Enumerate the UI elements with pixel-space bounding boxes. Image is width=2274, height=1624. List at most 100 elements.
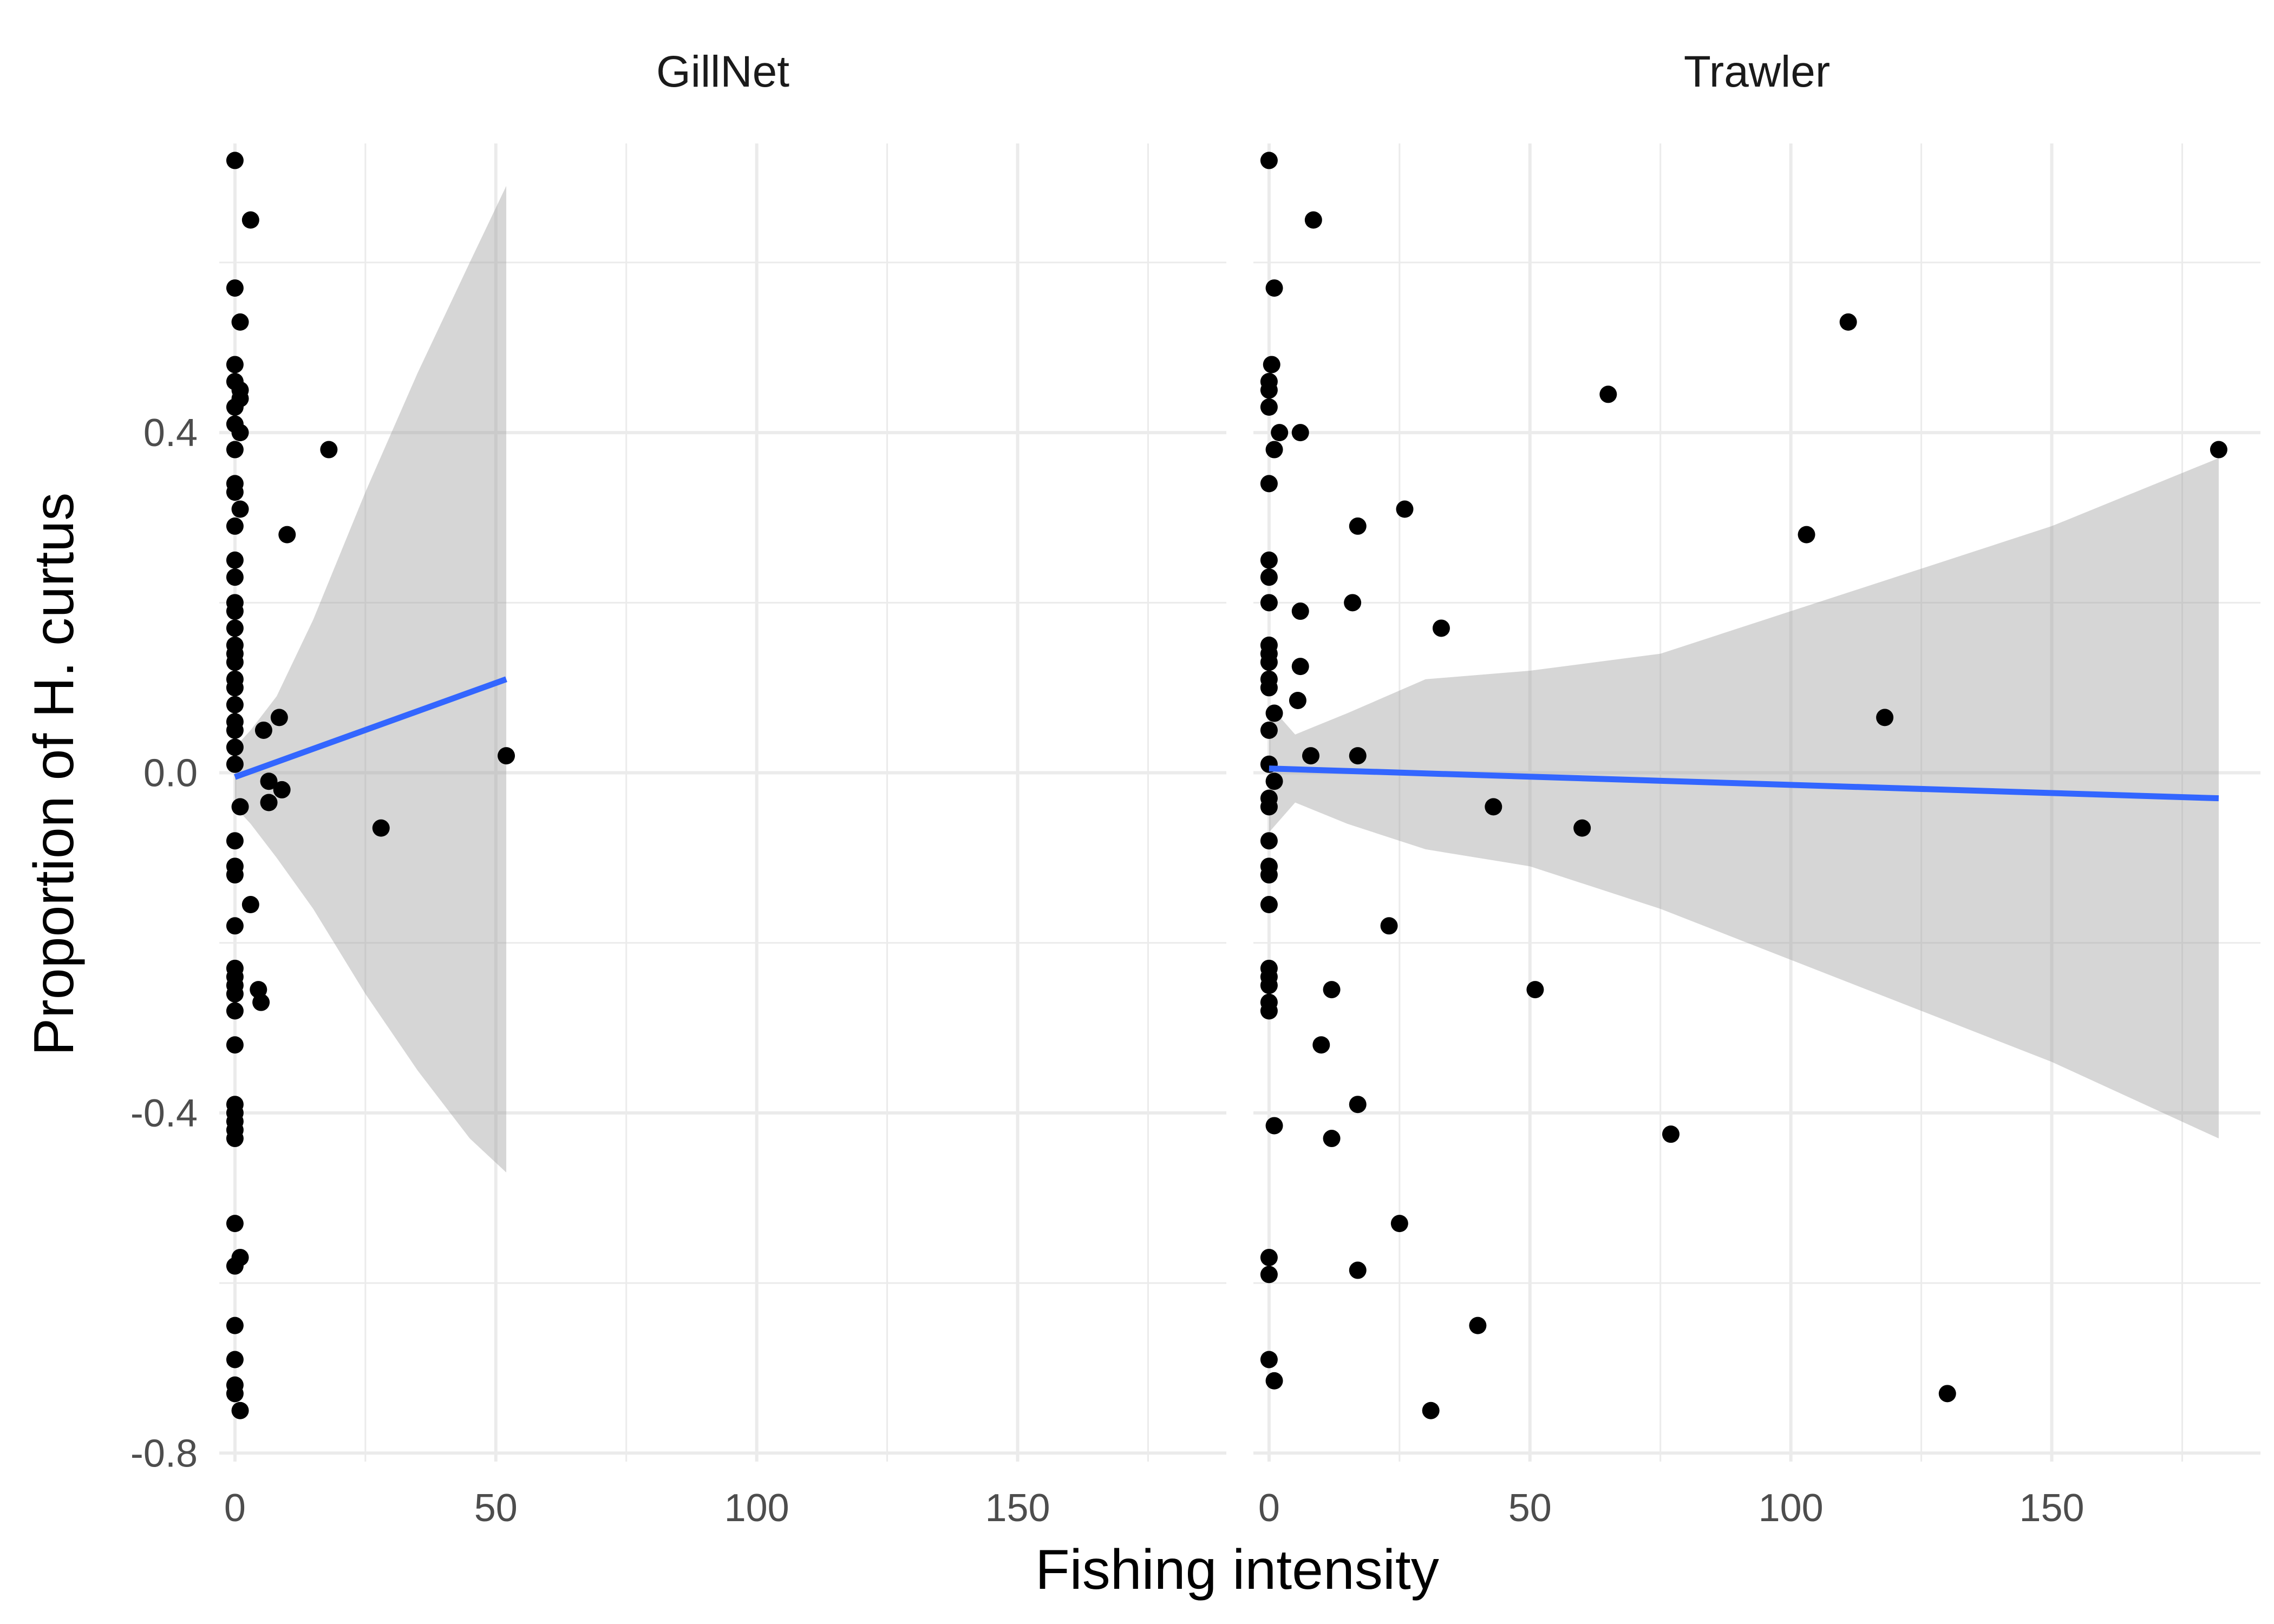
data-point — [2210, 441, 2227, 459]
data-point — [231, 1248, 249, 1266]
data-point — [226, 551, 244, 569]
data-point — [226, 1215, 244, 1233]
data-point — [270, 709, 288, 726]
data-point — [1291, 658, 1309, 676]
data-point — [226, 679, 244, 697]
data-point — [231, 798, 249, 816]
data-point — [1265, 279, 1283, 297]
data-point — [1526, 981, 1544, 999]
data-point — [260, 794, 278, 811]
data-point — [226, 1351, 244, 1368]
data-point — [1260, 679, 1278, 697]
data-point — [1323, 1130, 1341, 1148]
x-tick-label: 150 — [985, 1487, 1050, 1530]
data-point — [1422, 1402, 1440, 1419]
x-axis-title: Fishing intensity — [1035, 1538, 1439, 1601]
data-point — [226, 603, 244, 620]
data-point — [1289, 691, 1306, 709]
panel-trawler: Trawler 0 50 100 150 — [1253, 47, 2260, 1530]
data-point — [231, 313, 249, 331]
data-point — [1798, 526, 1815, 543]
data-point — [1260, 798, 1278, 816]
data-point — [278, 526, 296, 543]
data-point — [1876, 709, 1894, 726]
data-point — [226, 415, 244, 433]
data-point — [226, 696, 244, 713]
facet-label-gillnet: GillNet — [656, 47, 789, 96]
y-tick-label: 0.0 — [143, 752, 198, 795]
data-point — [226, 653, 244, 671]
data-point — [1302, 747, 1320, 765]
points-gillnet — [226, 152, 515, 1419]
data-point — [1380, 917, 1398, 935]
y-tick-label: 0.4 — [143, 411, 198, 455]
data-point — [254, 721, 272, 739]
data-point — [1390, 1215, 1408, 1233]
data-point — [226, 721, 244, 739]
data-point — [1265, 441, 1283, 459]
data-point — [1396, 500, 1414, 518]
data-point — [1265, 772, 1283, 790]
data-point — [226, 832, 244, 850]
data-point — [1271, 424, 1289, 442]
data-point — [273, 781, 291, 798]
data-point — [1485, 798, 1502, 816]
panel-gillnet: GillNet 0 50 100 150 -0.8 -0.4 0.0 0.4 — [130, 47, 1226, 1530]
data-point — [1265, 1372, 1283, 1390]
data-point — [226, 398, 244, 416]
data-point — [226, 738, 244, 756]
x-tick-label: 0 — [1258, 1487, 1280, 1530]
data-point — [1599, 385, 1617, 403]
data-point — [226, 619, 244, 637]
data-point — [1260, 398, 1278, 416]
data-point — [226, 1385, 244, 1403]
data-point — [1260, 551, 1278, 569]
data-point — [252, 993, 270, 1011]
data-point — [1938, 1385, 1956, 1403]
data-point — [1260, 1002, 1278, 1020]
data-point — [226, 483, 244, 501]
data-point — [226, 1036, 244, 1054]
x-tick-label: 0 — [224, 1487, 246, 1530]
data-point — [1349, 1261, 1367, 1279]
data-point — [1304, 211, 1322, 229]
data-point — [231, 1402, 249, 1419]
data-point — [226, 1002, 244, 1020]
data-point — [1260, 475, 1278, 493]
data-point — [226, 755, 244, 773]
data-point — [226, 568, 244, 586]
data-point — [241, 211, 259, 229]
data-point — [226, 1130, 244, 1148]
gridlines — [219, 143, 1226, 1462]
x-tick-label: 50 — [1508, 1487, 1552, 1530]
confidence-band-gillnet — [234, 186, 507, 1173]
data-point — [1312, 1036, 1330, 1054]
data-point — [1432, 619, 1450, 637]
data-point — [1291, 424, 1309, 442]
data-point — [226, 866, 244, 884]
data-point — [1260, 568, 1278, 586]
data-point — [1260, 1266, 1278, 1284]
facet-label-trawler: Trawler — [1684, 47, 1830, 96]
data-point — [372, 819, 390, 837]
data-point — [1260, 381, 1278, 399]
data-point — [226, 441, 244, 459]
y-axis-title: Proportion of H. curtus — [23, 493, 86, 1056]
data-point — [1573, 819, 1591, 837]
data-point — [1260, 977, 1278, 994]
data-point — [1260, 1248, 1278, 1266]
data-point — [1260, 866, 1278, 884]
data-point — [1291, 603, 1309, 620]
data-point — [1260, 1351, 1278, 1368]
data-point — [226, 279, 244, 297]
data-point — [320, 441, 338, 459]
data-point — [1260, 896, 1278, 914]
data-point — [1344, 594, 1362, 612]
y-tick-label: -0.8 — [130, 1432, 198, 1475]
data-point — [1469, 1317, 1487, 1334]
data-point — [1260, 832, 1278, 850]
data-point — [1260, 594, 1278, 612]
points-trawler — [1260, 152, 2227, 1419]
data-point — [1349, 747, 1367, 765]
data-point — [1260, 721, 1278, 739]
